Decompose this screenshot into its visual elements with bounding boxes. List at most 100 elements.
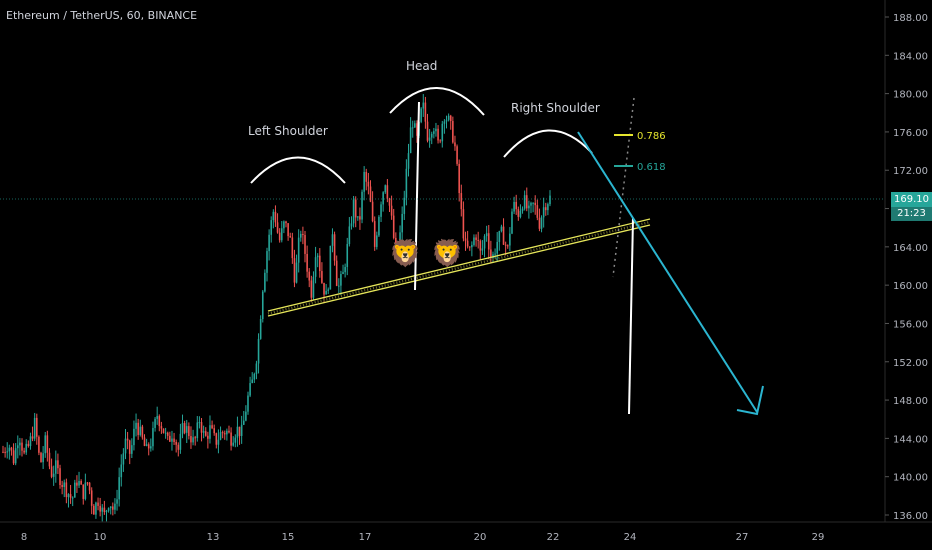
candle-body	[215, 433, 218, 445]
head-arc[interactable]	[389, 87, 485, 116]
candle-body	[405, 168, 408, 198]
candle-body	[504, 244, 507, 246]
candle-body	[147, 444, 150, 449]
candle-body	[103, 507, 106, 513]
candle-body	[164, 432, 167, 434]
candle-body	[365, 171, 368, 182]
candle-body	[264, 272, 266, 292]
neckline-upper[interactable]	[267, 218, 651, 312]
candle-body	[122, 453, 125, 465]
neckline-lower[interactable]	[267, 224, 651, 317]
candle-body	[447, 115, 450, 120]
candle-body	[173, 438, 175, 443]
candle-body	[312, 276, 315, 298]
symbol-title[interactable]: Ethereum / TetherUS, 60, BINANCE	[6, 9, 198, 22]
candle-body	[175, 442, 177, 445]
candle-body	[107, 508, 110, 511]
candle-body	[314, 257, 317, 277]
candle-body	[97, 502, 99, 506]
price-axis[interactable]: 136.00 140.00 144.00 148.00 152.00 156.00 160.…	[885, 13, 928, 522]
candle-body	[78, 481, 80, 486]
candle-body	[133, 428, 135, 446]
projection-arrow-line[interactable]	[577, 131, 758, 413]
candle-body	[86, 482, 89, 484]
candle-body	[378, 216, 380, 236]
candle-body	[468, 246, 471, 248]
candlestick-series	[2, 94, 551, 522]
candle-body	[409, 127, 412, 154]
candle-body	[74, 482, 76, 498]
price-tick-label: 148.00	[893, 396, 928, 407]
candle-body	[437, 128, 439, 141]
head-height-line[interactable]	[414, 101, 420, 291]
candle-body	[202, 431, 205, 433]
candle-body	[234, 437, 237, 443]
candle-body	[388, 198, 391, 206]
candle-body	[14, 448, 17, 464]
candle-body	[338, 285, 340, 287]
candle-body	[517, 209, 520, 217]
time-axis[interactable]: 8 10 13 15 17 20 22 24 27 29	[21, 532, 825, 543]
time-tick-label: 29	[812, 532, 825, 543]
candle-body	[285, 221, 287, 224]
neckline-center	[267, 220, 651, 315]
candle-body	[399, 232, 401, 247]
candle-body	[169, 435, 171, 442]
time-tick-label: 22	[547, 532, 560, 543]
candle-body	[407, 153, 410, 169]
candle-body	[350, 223, 353, 227]
candle-body	[249, 383, 251, 396]
candle-body	[247, 395, 249, 412]
candle-body	[23, 450, 25, 453]
candle-body	[226, 430, 228, 435]
candle-body	[487, 233, 490, 250]
price-tick-label: 152.00	[893, 358, 928, 369]
candle-body	[88, 482, 91, 491]
target-measure-line[interactable]	[628, 217, 634, 415]
candle-body	[48, 452, 51, 467]
candle-body	[188, 426, 190, 437]
candle-body	[223, 433, 226, 435]
candle-body	[272, 211, 275, 221]
candle-body	[194, 437, 196, 439]
candle-body	[25, 443, 28, 453]
right-shoulder-arc[interactable]	[503, 129, 593, 158]
candle-body	[289, 236, 292, 238]
candle-body	[4, 451, 6, 453]
candle-body	[544, 207, 547, 211]
candle-body	[310, 280, 313, 298]
fib-0786-label: 0.786	[637, 131, 666, 142]
candle-body	[549, 195, 551, 205]
candle-body	[71, 497, 74, 499]
candle-body	[304, 235, 306, 254]
candle-body	[443, 121, 446, 124]
candle-body	[280, 228, 283, 241]
candle-body	[154, 418, 156, 428]
left-shoulder-label: Left Shoulder	[248, 124, 328, 138]
candle-body	[274, 211, 277, 223]
candle-body	[31, 436, 34, 439]
candle-body	[477, 239, 479, 241]
candle-body	[278, 232, 281, 241]
candle-body	[500, 226, 503, 232]
candle-body	[367, 181, 370, 187]
candle-body	[101, 507, 104, 512]
price-tick-label: 164.00	[893, 243, 928, 254]
candle-body	[2, 451, 4, 453]
candle-body	[42, 453, 44, 463]
candle-body	[452, 121, 454, 143]
candle-body	[462, 209, 465, 239]
candle-body	[230, 432, 232, 446]
price-tick-label: 136.00	[893, 511, 928, 522]
left-shoulder-arc[interactable]	[250, 156, 346, 184]
candle-body	[190, 436, 192, 443]
candle-body	[255, 363, 258, 374]
candle-body	[152, 427, 154, 447]
candle-body	[80, 481, 82, 485]
candle-body	[496, 241, 499, 254]
candle-body	[261, 291, 264, 320]
candle-body	[458, 163, 460, 194]
candle-body	[329, 245, 332, 290]
